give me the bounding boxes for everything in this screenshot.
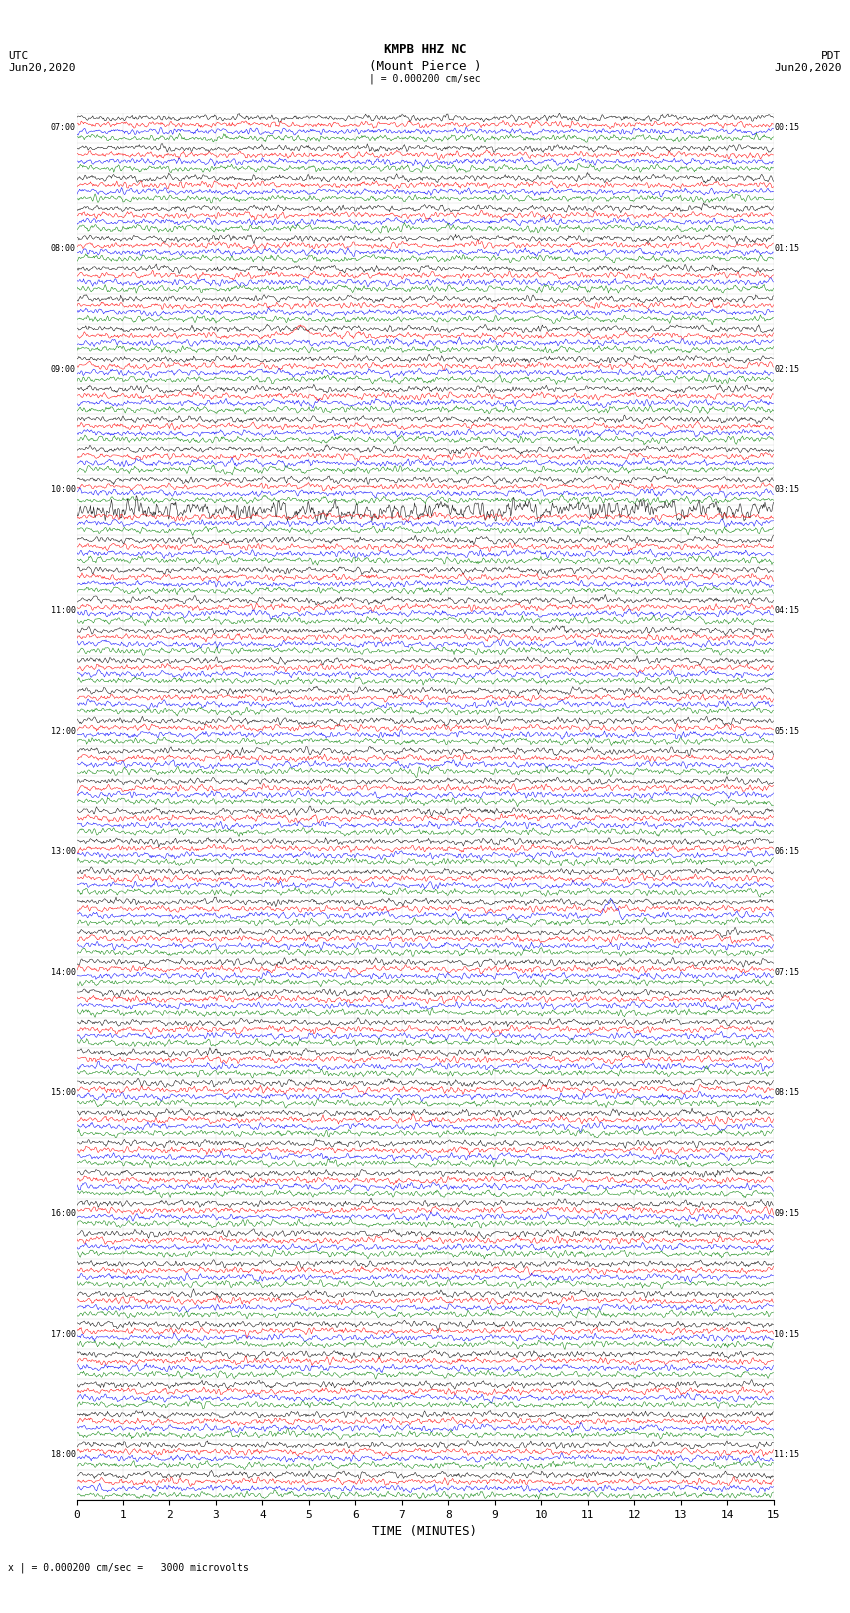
Text: 12:00: 12:00 [51, 726, 76, 736]
Text: 16:00: 16:00 [51, 1210, 76, 1218]
Text: 10:00: 10:00 [51, 486, 76, 494]
Text: 00:15: 00:15 [774, 124, 799, 132]
Text: x | = 0.000200 cm/sec =   3000 microvolts: x | = 0.000200 cm/sec = 3000 microvolts [8, 1561, 249, 1573]
Text: Jun20,2020: Jun20,2020 [8, 63, 76, 73]
Text: | = 0.000200 cm/sec: | = 0.000200 cm/sec [369, 73, 481, 84]
Text: UTC: UTC [8, 52, 29, 61]
Text: 05:15: 05:15 [774, 726, 799, 736]
Text: (Mount Pierce ): (Mount Pierce ) [369, 60, 481, 73]
Text: 09:15: 09:15 [774, 1210, 799, 1218]
Text: 01:15: 01:15 [774, 244, 799, 253]
Text: 18:00: 18:00 [51, 1450, 76, 1460]
Text: 08:15: 08:15 [774, 1089, 799, 1097]
X-axis label: TIME (MINUTES): TIME (MINUTES) [372, 1526, 478, 1539]
Text: 13:00: 13:00 [51, 847, 76, 857]
Text: 11:15: 11:15 [774, 1450, 799, 1460]
Text: 10:15: 10:15 [774, 1329, 799, 1339]
Text: Jun20,2020: Jun20,2020 [774, 63, 842, 73]
Text: 17:00: 17:00 [51, 1329, 76, 1339]
Text: 02:15: 02:15 [774, 365, 799, 374]
Text: 08:00: 08:00 [51, 244, 76, 253]
Text: 07:00: 07:00 [51, 124, 76, 132]
Text: 06:15: 06:15 [774, 847, 799, 857]
Text: 15:00: 15:00 [51, 1089, 76, 1097]
Text: 04:15: 04:15 [774, 606, 799, 615]
Text: 14:00: 14:00 [51, 968, 76, 977]
Text: 11:00: 11:00 [51, 606, 76, 615]
Text: KMPB HHZ NC: KMPB HHZ NC [383, 44, 467, 56]
Text: 03:15: 03:15 [774, 486, 799, 494]
Text: 09:00: 09:00 [51, 365, 76, 374]
Text: 07:15: 07:15 [774, 968, 799, 977]
Text: PDT: PDT [821, 52, 842, 61]
